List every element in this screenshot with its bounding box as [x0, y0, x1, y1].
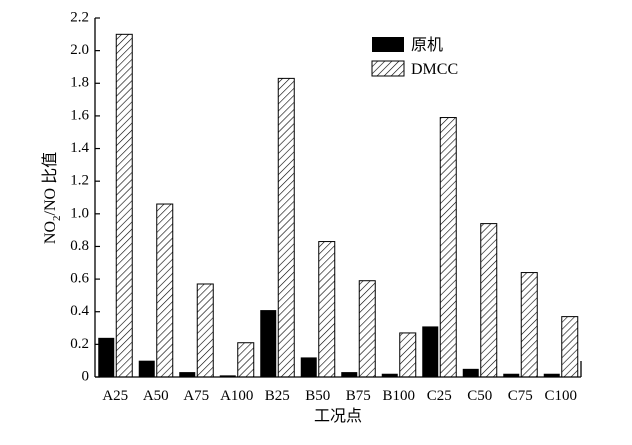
x-category-label: A50 [143, 388, 169, 404]
x-category-label: C100 [544, 388, 577, 404]
bar-series-1-B50 [300, 357, 317, 377]
y-tick-label: 1.4 [70, 140, 89, 156]
bar-series-1-B75 [341, 372, 358, 377]
legend-swatch-series-1 [372, 37, 404, 52]
bar-series-2-B100 [399, 332, 417, 378]
bar-series-1-C50 [462, 368, 479, 377]
x-category-label: C25 [427, 388, 452, 404]
bar-series-2-A100 [237, 342, 255, 378]
bar-series-1-C100 [543, 373, 560, 377]
x-category-label: A75 [183, 388, 209, 404]
x-categories-layer: A25 A50 A75 A100 B25 B50 B75 B100 C25 C50 C75 C100 [102, 388, 577, 404]
bar-series-2-A25 [115, 33, 133, 378]
x-category-label: B50 [305, 388, 330, 404]
y-tick-label: 1.0 [70, 205, 89, 221]
bar-series-2-C50 [480, 223, 498, 378]
y-tick-label: 2.0 [70, 42, 89, 58]
legend-label-series-2: DMCC [411, 61, 458, 78]
bar-series-1-B100 [381, 373, 398, 377]
y-tick-label: 0 [82, 368, 90, 384]
y-tick-label: 0.2 [70, 336, 89, 352]
y-ticks-layer: 0 0.2 0.4 0.6 0.8 1.0 1.2 1.4 1.6 1.8 2.0 2.2 [70, 9, 100, 384]
bar-series-1-C75 [503, 373, 520, 377]
x-category-label: B100 [382, 388, 415, 404]
axes-layer [94, 18, 582, 378]
x-category-label: B75 [346, 388, 371, 404]
y-axis-title: NO2/NO 比值 [41, 152, 63, 244]
bar-series-1-A100 [219, 375, 236, 377]
x-category-label: B25 [265, 388, 290, 404]
y-tick-label: 0.8 [70, 238, 89, 254]
y-axis-title-pre: NO [42, 221, 59, 244]
bar-series-2-B50 [318, 241, 336, 378]
bar-series-2-C25 [439, 117, 457, 378]
y-tick-label: 2.2 [70, 9, 89, 25]
bar-series-2-B75 [358, 280, 376, 378]
y-tick-label: 0.6 [70, 271, 89, 287]
bar-series-1-C25 [422, 326, 439, 377]
x-category-label: C50 [467, 388, 492, 404]
bar-series-2-A75 [196, 283, 214, 378]
legend-label-series-1: 原机 [411, 36, 443, 54]
x-category-label: A100 [220, 388, 253, 404]
bars-layer [98, 33, 579, 378]
bar-series-1-A75 [179, 372, 196, 377]
y-axis-title-sub: 2 [51, 215, 63, 221]
legend: 原机 DMCC [371, 36, 458, 78]
bar-series-1-A50 [138, 360, 155, 377]
x-axis-title: 工况点 [314, 407, 362, 425]
bar-series-2-B25 [277, 77, 295, 378]
y-tick-label: 1.6 [70, 107, 89, 123]
bar-series-2-C100 [561, 316, 579, 378]
bar-series-1-B25 [260, 310, 277, 377]
y-tick-label: 1.8 [70, 75, 89, 91]
legend-swatch-series-2 [371, 60, 405, 77]
x-category-label: A25 [102, 388, 128, 404]
y-tick-label: 0.4 [70, 303, 89, 319]
bar-series-1-A25 [98, 337, 115, 377]
x-category-label: C75 [508, 388, 533, 404]
bar-series-2-C75 [520, 272, 538, 378]
y-axis-title-post: /NO 比值 [41, 152, 59, 216]
y-tick-label: 1.2 [70, 173, 89, 189]
bar-series-2-A50 [156, 203, 174, 378]
